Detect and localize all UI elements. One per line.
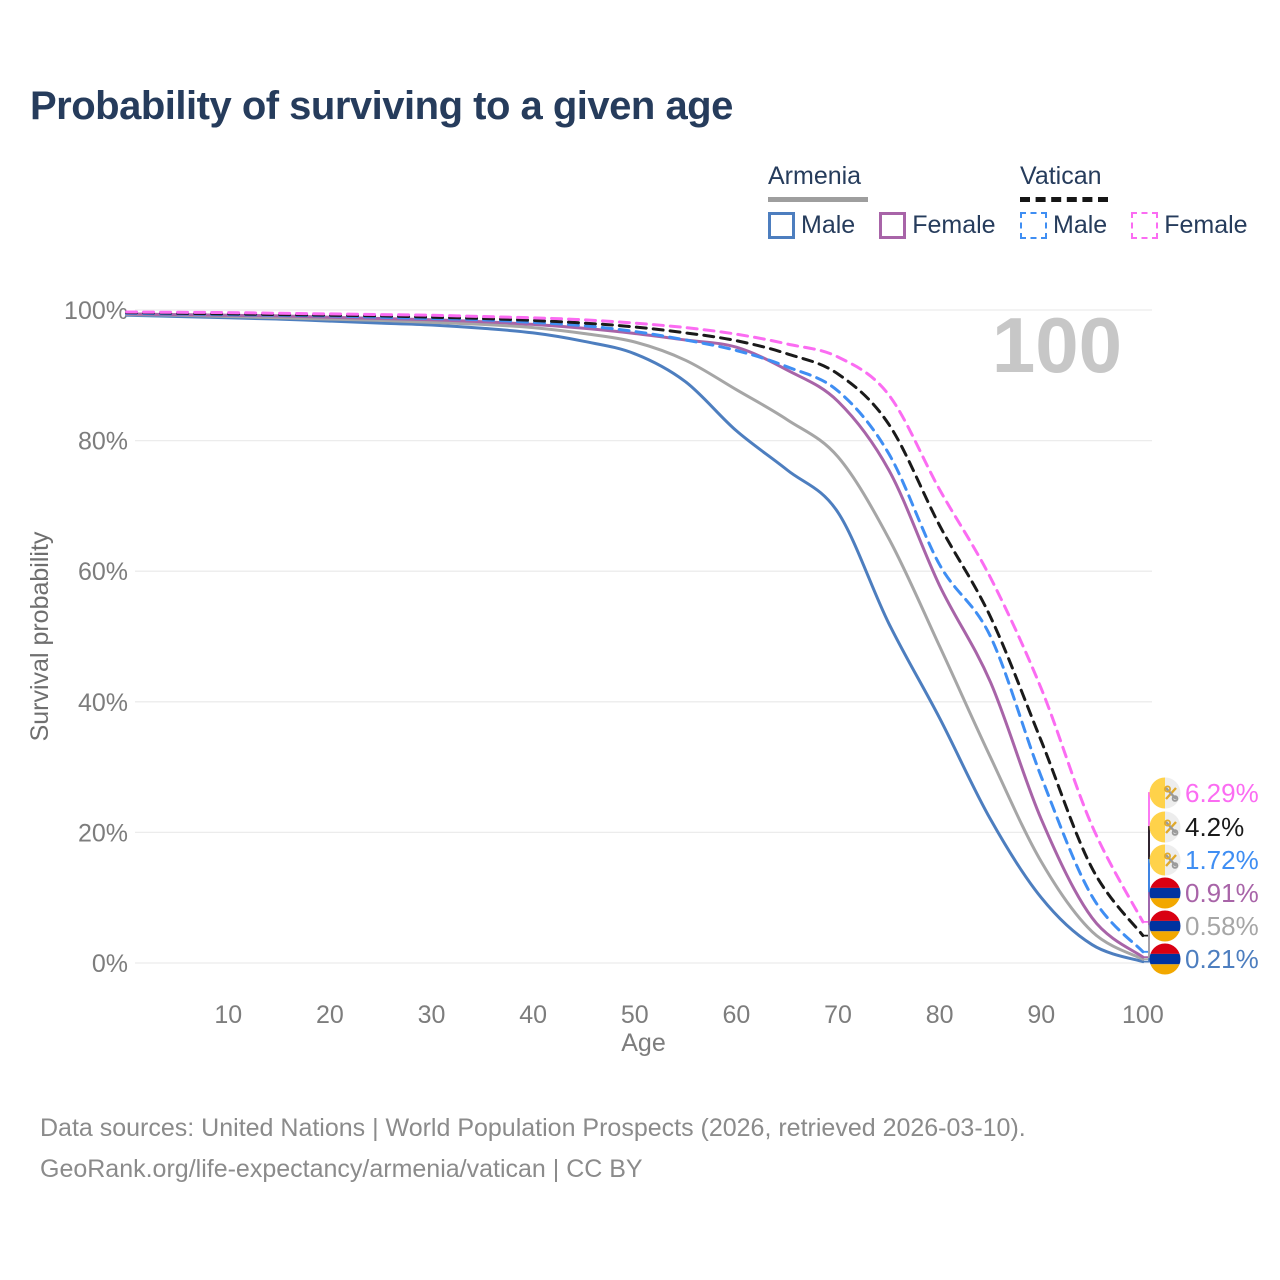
flag-icon-armenia — [1149, 877, 1181, 909]
end-label-value-vatican-male: 1.72% — [1185, 845, 1259, 875]
y-tick-label-0: 0% — [92, 950, 128, 978]
end-label-leader-1.72% — [1143, 859, 1152, 953]
legend-item-label: Female — [1164, 211, 1248, 239]
flag-icon-armenia — [1149, 943, 1181, 975]
series-curve-vatican-female — [125, 310, 1145, 924]
armenia-flag-orange-stripe — [1149, 931, 1181, 942]
end-label-value-armenia-male: 0.21% — [1185, 944, 1259, 974]
vatican-key-bow-silver — [1171, 829, 1179, 836]
vatican-key-bow-silver — [1171, 795, 1179, 802]
armenia-flag-blue-stripe — [1149, 953, 1181, 965]
legend-title-armenia: Armenia — [768, 162, 862, 190]
end-label-value-vatican-both: 4.2% — [1185, 812, 1244, 842]
end-label-value-armenia-female: 0.91% — [1185, 878, 1259, 908]
legend-item-vatican-female[interactable]: Female — [1131, 211, 1248, 240]
legend-group-armenia: Armenia Male Female — [768, 162, 996, 240]
chart-title: Probability of surviving to a given age — [30, 84, 733, 128]
x-tick-label-20: 20 — [316, 1001, 344, 1029]
legend-item-vatican-male[interactable]: Male — [1020, 211, 1107, 240]
footer-line-sources: Data sources: United Nations | World Pop… — [40, 1114, 1026, 1142]
legend-item-label: Male — [1053, 211, 1108, 239]
x-tick-label-40: 40 — [519, 1001, 547, 1029]
data-sources-footer: Data sources: United Nations | World Pop… — [40, 1108, 1026, 1190]
legend-item-label: Female — [912, 211, 996, 239]
legend-item-label: Male — [801, 211, 856, 239]
vatican-key-silver — [1165, 821, 1177, 834]
legend-group-vatican: Vatican Male Female — [1020, 162, 1248, 240]
x-tick-label-50: 50 — [621, 1001, 649, 1029]
vatican-male-swatch[interactable] — [1020, 212, 1047, 239]
vatican-key-bow-silver — [1171, 862, 1179, 869]
vatican-flag-yellow-half — [1149, 777, 1165, 809]
x-tick-label-30: 30 — [418, 1001, 446, 1029]
vatican-key-bow-gold — [1164, 852, 1172, 860]
armenia-flag-red-stripe — [1149, 877, 1181, 888]
end-label-value-armenia-both: 0.58% — [1185, 911, 1259, 941]
x-tick-label-60: 60 — [722, 1001, 750, 1029]
vatican-flag-yellow-half — [1149, 844, 1165, 876]
x-tick-label-100: 100 — [1122, 1001, 1164, 1029]
survival-probability-chart: 0% 20% 40% 60% 80% 100% 100 10 20 30 40 50 60 70 80 90 1… — [26, 297, 1259, 1057]
y-tick-label-100: 100% — [64, 297, 128, 325]
x-tick-label-80: 80 — [926, 1001, 954, 1029]
armenia-flag-orange-stripe — [1149, 964, 1181, 975]
end-label-value-vatican-female: 6.29% — [1185, 778, 1259, 808]
flag-icon-armenia — [1149, 910, 1181, 942]
legend-underline-vatican-dashed — [1020, 197, 1108, 202]
armenia-flag-red-stripe — [1149, 910, 1181, 921]
y-tick-label-60: 60% — [78, 558, 128, 586]
armenia-flag-red-stripe — [1149, 943, 1181, 954]
flag-icon-vatican — [1149, 777, 1181, 809]
series-curve-armenia-male — [125, 313, 1145, 964]
end-label-leader-4.2% — [1143, 826, 1152, 937]
series-curve-vatican-both — [125, 311, 1145, 938]
vatican-key-bow-gold — [1164, 819, 1172, 827]
flag-icon-vatican — [1149, 811, 1181, 843]
legend-underline-armenia-solid — [768, 197, 868, 202]
armenia-flag-blue-stripe — [1149, 920, 1181, 932]
legend-title-vatican: Vatican — [1020, 162, 1102, 190]
x-tick-label-90: 90 — [1027, 1001, 1055, 1029]
series-curve-vatican-male — [125, 311, 1145, 954]
y-tick-label-80: 80% — [78, 428, 128, 456]
x-axis-title: Age — [621, 1029, 665, 1057]
vatican-key-silver — [1165, 787, 1177, 800]
x-tick-label-70: 70 — [824, 1001, 852, 1029]
vatican-female-swatch[interactable] — [1131, 212, 1159, 239]
armenia-flag-blue-stripe — [1149, 887, 1181, 899]
armenia-female-swatch[interactable] — [879, 212, 907, 239]
footer-line-attribution: GeoRank.org/life-expectancy/armenia/vati… — [40, 1155, 643, 1183]
legend-item-armenia-male[interactable]: Male — [768, 211, 855, 240]
y-axis-title: Survival probability — [26, 531, 54, 741]
vatican-flag-yellow-half — [1149, 811, 1165, 843]
age-100-watermark: 100 — [992, 301, 1122, 389]
armenia-male-swatch[interactable] — [768, 212, 795, 239]
flag-icon-vatican — [1149, 844, 1181, 876]
legend-item-armenia-female[interactable]: Female — [879, 211, 996, 240]
armenia-flag-orange-stripe — [1149, 898, 1181, 909]
vatican-key-bow-gold — [1164, 785, 1172, 793]
x-tick-label-10: 10 — [214, 1001, 242, 1029]
series-curve-armenia-both — [125, 313, 1145, 961]
vatican-key-silver — [1165, 854, 1177, 867]
y-tick-label-20: 20% — [78, 819, 128, 847]
y-tick-label-40: 40% — [78, 689, 128, 717]
